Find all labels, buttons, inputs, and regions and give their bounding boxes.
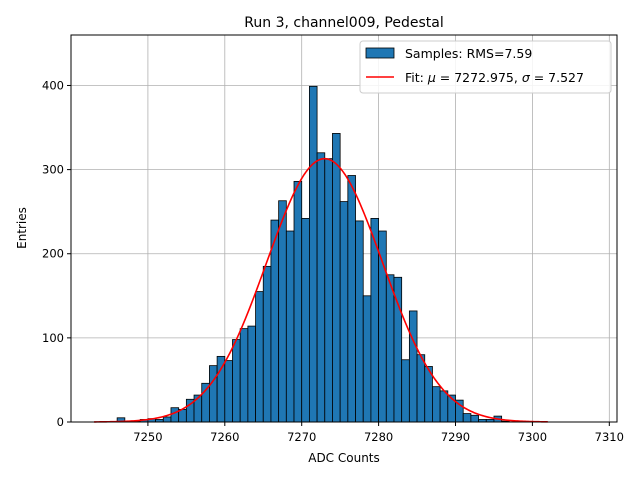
histogram-bar bbox=[216, 355, 226, 423]
histogram-bar bbox=[401, 359, 410, 423]
histogram-bar bbox=[378, 230, 387, 423]
plot-frame bbox=[70, 34, 618, 423]
y-tick-label: 400 bbox=[42, 78, 64, 92]
histogram-bar bbox=[470, 414, 479, 423]
y-axis-ticks: 0 100 200 300 400 bbox=[42, 78, 71, 429]
histogram-bar bbox=[170, 407, 180, 423]
histogram-bar bbox=[432, 386, 441, 423]
histogram-bar bbox=[347, 175, 356, 423]
histogram-bar bbox=[162, 416, 172, 423]
legend-box bbox=[359, 40, 612, 94]
histogram-bar bbox=[339, 201, 349, 423]
gaussian-fit-line bbox=[94, 157, 548, 423]
histogram-bar bbox=[332, 133, 341, 423]
histogram-bar bbox=[193, 394, 203, 423]
x-tick-label: 7270 bbox=[287, 430, 316, 444]
histogram-bar bbox=[270, 219, 280, 423]
histogram-bar bbox=[316, 152, 326, 423]
histogram-bar bbox=[362, 295, 372, 423]
histogram-bar bbox=[462, 413, 472, 423]
histogram-bar bbox=[416, 354, 426, 423]
histogram-bar bbox=[247, 325, 256, 423]
histogram-bar bbox=[308, 85, 318, 423]
histogram-bar bbox=[439, 390, 449, 423]
x-tick-label: 7280 bbox=[364, 430, 393, 444]
histogram-bar bbox=[232, 339, 241, 423]
y-tick-label: 300 bbox=[42, 163, 64, 177]
histogram-bar bbox=[209, 365, 218, 423]
histogram-bar bbox=[262, 265, 272, 423]
legend-fit-label: Fit: μ = 7272.975, σ = 7.527 bbox=[405, 70, 584, 85]
histogram-bar bbox=[293, 180, 303, 423]
x-tick-label: 7300 bbox=[518, 430, 547, 444]
histogram-bar bbox=[239, 328, 249, 423]
histogram-bar bbox=[385, 274, 395, 423]
histogram-bar bbox=[224, 360, 233, 423]
x-axis-ticks: 7250 7260 7270 7280 7290 7300 7310 bbox=[133, 422, 624, 444]
histogram-bar bbox=[408, 310, 418, 423]
y-axis-label: Entries bbox=[15, 207, 29, 249]
legend: Samples: RMS=7.59 Fit: μ = 7272.975, σ =… bbox=[359, 40, 612, 94]
y-tick-label: 200 bbox=[42, 247, 64, 261]
y-tick-label: 100 bbox=[42, 331, 64, 345]
histogram-bars bbox=[116, 85, 510, 423]
histogram-bar bbox=[393, 276, 403, 423]
histogram-bar bbox=[355, 220, 364, 423]
chart-title: Run 3, channel009, Pedestal bbox=[244, 15, 443, 31]
histogram-bar bbox=[301, 218, 310, 423]
histogram-bar bbox=[285, 230, 295, 423]
legend-samples-swatch bbox=[365, 47, 395, 59]
x-tick-label: 7260 bbox=[210, 430, 239, 444]
x-tick-label: 7250 bbox=[133, 430, 162, 444]
y-tick-label: 0 bbox=[57, 415, 64, 429]
histogram-bar bbox=[278, 200, 287, 423]
histogram-bar bbox=[324, 158, 333, 423]
x-axis-label: ADC Counts bbox=[308, 451, 380, 465]
x-tick-label: 7290 bbox=[441, 430, 470, 444]
histogram-bar bbox=[255, 291, 264, 423]
x-tick-label: 7310 bbox=[595, 430, 624, 444]
legend-samples-label: Samples: RMS=7.59 bbox=[405, 46, 532, 61]
